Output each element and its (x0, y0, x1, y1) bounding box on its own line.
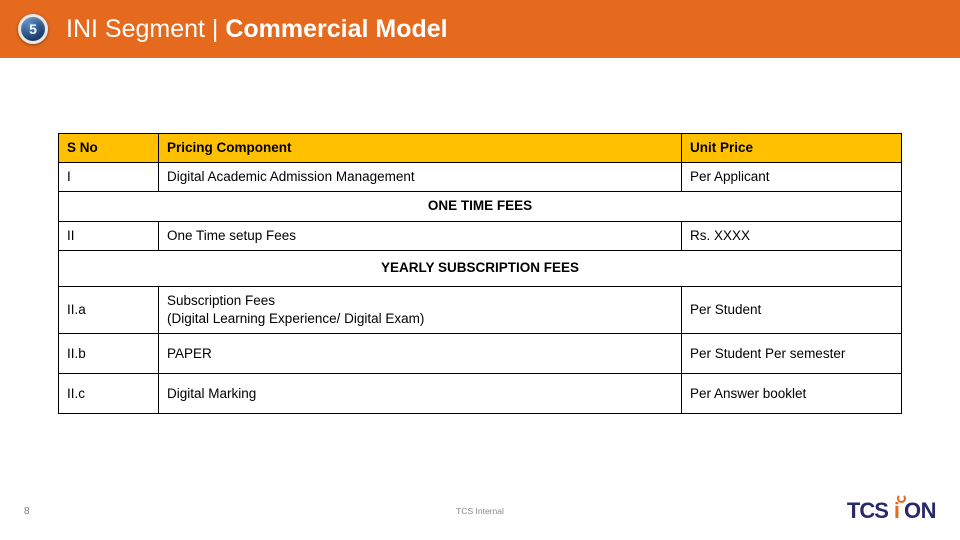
cell-component: Digital Marking (159, 374, 682, 414)
logo-ion-i: i (894, 498, 900, 524)
logo-ion-text: ON (904, 498, 936, 524)
table-row: II.a Subscription Fees (Digital Learning… (59, 286, 902, 333)
slide-footer: 8 TCS Internal TCS iON (0, 498, 960, 524)
section-row: YEARLY SUBSCRIPTION FEES (59, 250, 902, 286)
cell-sno: II.c (59, 374, 159, 414)
slide-title: INI Segment | Commercial Model (66, 15, 448, 44)
col-header-component: Pricing Component (159, 134, 682, 163)
cell-sno: II.b (59, 334, 159, 374)
section-row: ONE TIME FEES (59, 192, 902, 221)
section-header: ONE TIME FEES (59, 192, 902, 221)
content-area: S No Pricing Component Unit Price I Digi… (0, 58, 960, 414)
page-number: 8 (24, 506, 30, 517)
cell-sno: II (59, 221, 159, 250)
tcs-ion-logo: TCS iON (847, 498, 936, 524)
table-row: II One Time setup Fees Rs. XXXX (59, 221, 902, 250)
table-row: II.c Digital Marking Per Answer booklet (59, 374, 902, 414)
cell-price: Per Student (682, 286, 902, 333)
cell-sno: I (59, 163, 159, 192)
power-icon (897, 494, 906, 503)
table-row: I Digital Academic Admission Management … (59, 163, 902, 192)
cell-price: Rs. XXXX (682, 221, 902, 250)
slide-number-badge: 5 (18, 14, 48, 44)
table-row: II.b PAPER Per Student Per semester (59, 334, 902, 374)
col-header-price: Unit Price (682, 134, 902, 163)
cell-sno: II.a (59, 286, 159, 333)
title-bold: Commercial Model (225, 15, 447, 43)
cell-price: Per Applicant (682, 163, 902, 192)
classification-label: TCS Internal (456, 506, 504, 516)
cell-component: Subscription Fees (Digital Learning Expe… (159, 286, 682, 333)
slide-header: 5 INI Segment | Commercial Model (0, 0, 960, 58)
table-header-row: S No Pricing Component Unit Price (59, 134, 902, 163)
cell-price: Per Answer booklet (682, 374, 902, 414)
cell-component: Digital Academic Admission Management (159, 163, 682, 192)
cell-component: One Time setup Fees (159, 221, 682, 250)
title-light: INI Segment | (66, 15, 225, 43)
cell-component: PAPER (159, 334, 682, 374)
slide-number: 5 (29, 21, 37, 37)
pricing-table: S No Pricing Component Unit Price I Digi… (58, 133, 902, 414)
cell-price: Per Student Per semester (682, 334, 902, 374)
col-header-sno: S No (59, 134, 159, 163)
logo-tcs-text: TCS (847, 498, 888, 524)
section-header: YEARLY SUBSCRIPTION FEES (59, 250, 902, 286)
